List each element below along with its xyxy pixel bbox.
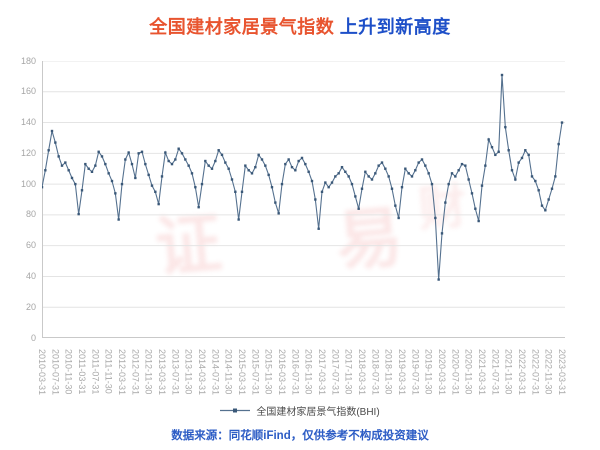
y-tick-label: 60 (25, 240, 36, 251)
x-tick-label: 2021-11-30 (503, 349, 514, 395)
x-tick-label: 2019-11-30 (423, 349, 434, 395)
x-tick-label: 2013-03-31 (157, 349, 167, 396)
x-tick-label: 2018-07-31 (370, 349, 381, 396)
x-tick-label: 2011-07-31 (90, 349, 101, 395)
x-tick-label: 2022-07-31 (530, 349, 541, 396)
chart-title: 全国建材家居景气指数 上升到新高度 (0, 13, 600, 39)
x-tick-label: 2014-11-30 (223, 349, 234, 395)
x-tick-label: 2017-11-30 (343, 349, 354, 395)
x-tick-label: 2022-11-30 (543, 349, 554, 395)
x-tick-label: 2018-11-30 (383, 349, 394, 395)
x-tick-label: 2021-03-31 (477, 349, 487, 396)
chart-title-rest: 上升到新高度 (334, 17, 451, 37)
x-tick-label: 2019-03-31 (397, 349, 407, 396)
y-tick-label: 0 (30, 332, 36, 343)
legend-line-marker-icon (220, 408, 251, 413)
x-tick-label: 2017-07-31 (330, 349, 341, 396)
x-tick-label: 2010-03-31 (37, 349, 47, 396)
x-tick-label: 2020-07-31 (450, 349, 461, 396)
y-tick-label: 180 (20, 55, 36, 66)
x-tick-label: 2015-03-31 (237, 349, 247, 396)
x-tick-label: 2014-07-31 (210, 349, 221, 396)
x-tick-label: 2021-07-31 (490, 349, 501, 396)
x-tick-label: 2016-07-31 (290, 349, 301, 396)
x-tick-label: 2017-03-31 (317, 349, 327, 396)
x-tick-label: 2023-03-31 (557, 349, 567, 396)
x-tick-label: 2015-11-30 (263, 349, 274, 395)
x-tick-label: 2018-03-31 (357, 349, 367, 396)
bhi-series-line (41, 74, 563, 280)
y-tick-label: 40 (25, 270, 36, 281)
x-tick-label: 2013-07-31 (170, 349, 181, 396)
x-tick-label: 2010-07-31 (50, 349, 61, 396)
x-tick-label: 2016-03-31 (277, 349, 287, 396)
y-tick-label: 120 (20, 147, 36, 158)
x-tick-label: 2022-03-31 (517, 349, 527, 396)
y-tick-label: 80 (25, 209, 36, 220)
x-tick-label: 2020-11-30 (463, 349, 474, 395)
x-tick-label: 2012-11-30 (143, 349, 154, 395)
x-tick-label: 2012-03-31 (117, 349, 127, 396)
x-tick-label: 2014-03-31 (197, 349, 207, 396)
x-tick-label: 2010-11-30 (63, 349, 74, 395)
legend: 全国建材家居景气指数(BHI) (0, 403, 600, 418)
y-tick-label: 20 (25, 301, 36, 312)
x-tick-label: 2015-07-31 (250, 349, 261, 396)
x-tick-label: 2011-11-30 (103, 349, 114, 394)
x-tick-label: 2012-07-31 (130, 349, 141, 396)
x-tick-label: 2013-11-30 (183, 349, 194, 395)
source-disclaimer: 数据来源：同花顺iFind，仅供参考不构成投资建议 (171, 430, 429, 442)
y-tick-label: 160 (20, 86, 36, 97)
x-tick-label: 2020-03-31 (437, 349, 447, 396)
legend-label: 全国建材家居景气指数(BHI) (256, 407, 380, 418)
y-tick-label: 100 (20, 178, 36, 189)
chart-title-highlight: 全国建材家居景气指数 (149, 17, 335, 37)
x-tick-label: 2019-07-31 (410, 349, 421, 396)
x-tick-label: 2016-11-30 (303, 349, 314, 395)
plot-area (40, 60, 565, 338)
x-tick-label: 2011-03-31 (77, 349, 87, 395)
y-tick-label: 140 (20, 117, 36, 128)
